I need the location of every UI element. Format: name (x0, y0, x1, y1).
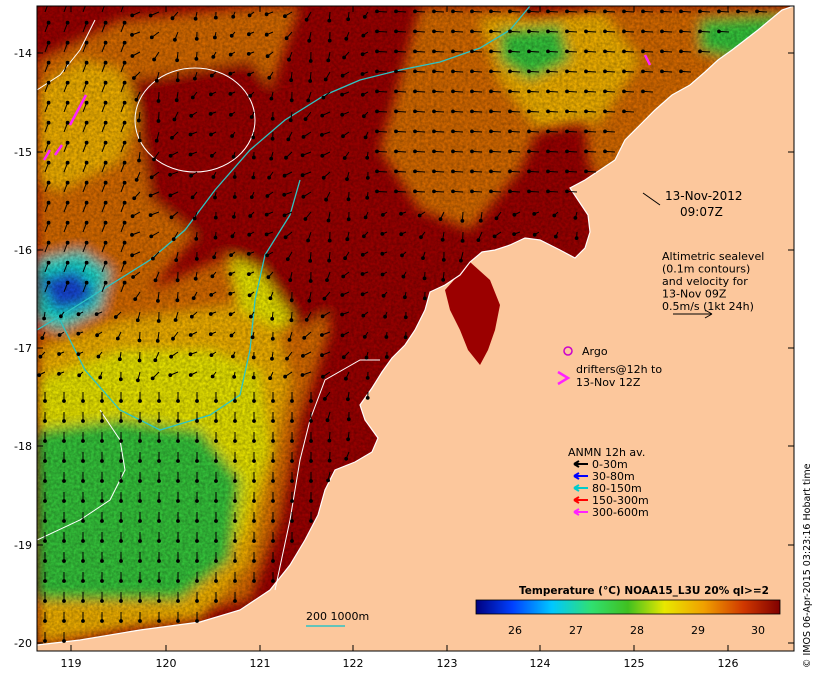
colorbar (475, 599, 781, 615)
altimetry-note: Altimetric sealevel(0.1m contours)and ve… (662, 250, 764, 313)
drifter-label-2: 13-Nov 12Z (576, 376, 641, 389)
anmn-legend-label: 30-80m (592, 470, 635, 483)
coastline (37, 6, 794, 646)
altimetry-line: Altimetric sealevel (662, 250, 764, 263)
lon-tick-label: 126 (718, 657, 739, 670)
lon-tick-label: 121 (250, 657, 271, 670)
lon-tick-label: 119 (61, 657, 82, 670)
anmn-legend-label: 150-300m (592, 494, 649, 507)
anmn-legend-label: 300-600m (592, 506, 649, 519)
lon-tick-label: 120 (156, 657, 177, 670)
argo-icon (563, 346, 573, 356)
isobath-1000m-south (59, 179, 301, 431)
drifter-icon (557, 370, 571, 386)
isobath-label: 200 1000m (306, 610, 369, 623)
lon-tick-label: 123 (437, 657, 458, 670)
argo-label: Argo (582, 345, 608, 358)
time-label: 09:07Z (680, 205, 723, 219)
lat-tick-label: -19 (14, 539, 32, 552)
lat-tick-label: -17 (14, 342, 32, 355)
isobath-1000m (37, 6, 531, 331)
date-label: 13-Nov-2012 (665, 189, 743, 203)
drifter-tracks (42, 54, 652, 161)
lat-tick-label: -16 (14, 244, 32, 257)
king-sound (445, 262, 500, 365)
lat-tick-label: -20 (14, 637, 32, 650)
anmn-title: ANMN 12h av. (568, 446, 645, 459)
colorbar-tick-label: 27 (569, 624, 583, 637)
colorbar-title: Temperature (°C) NOAA15_L3U 20% ql>=2 (519, 585, 769, 597)
velocity-vectors (37, 6, 768, 643)
sealevel-contour (134, 67, 256, 173)
anmn-legend-label: 0-30m (592, 458, 628, 471)
lat-tick-label: -15 (14, 146, 32, 159)
anmn-legend-label: 80-150m (592, 482, 642, 495)
longitude-axis: 119 120 121 122 123 124 125 126 (61, 6, 739, 670)
lon-tick-label: 125 (624, 657, 645, 670)
lon-tick-label: 124 (530, 657, 551, 670)
colorbar-tick-label: 29 (691, 624, 705, 637)
colorbar-tick-label: 28 (630, 624, 644, 637)
altimetry-line: 13-Nov 09Z (662, 288, 727, 301)
lat-tick-label: -14 (14, 47, 32, 60)
credit-text: © IMOS 06-Apr-2015 03:23:16 Hobart time (802, 463, 813, 668)
colorbar-tick-label: 30 (751, 624, 765, 637)
lat-tick-label: -18 (14, 440, 32, 453)
plot-area (37, 6, 794, 651)
plot-frame (36, 5, 795, 652)
sealevel-contour-southwest (37, 409, 126, 541)
latitude-axis: -14 -15 -16 -17 -18 -19 -20 (14, 47, 794, 650)
altimetry-line: and velocity for (662, 275, 748, 288)
altimetry-line: (0.1m contours) (662, 263, 750, 276)
colorbar-tick-label: 26 (508, 624, 522, 637)
lon-tick-label: 122 (343, 657, 364, 670)
colorbar-ticks: 26 27 28 29 30 (508, 624, 765, 637)
drifter-label-1: drifters@12h to (576, 363, 662, 376)
altimetry-line: 0.5m/s (1kt 24h) (662, 300, 754, 313)
